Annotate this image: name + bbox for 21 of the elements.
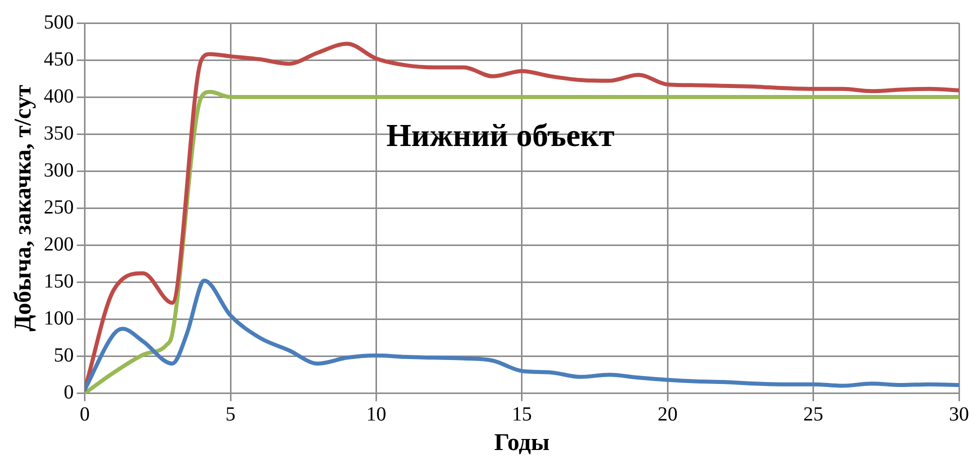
y-tick-label: 350 <box>44 122 74 144</box>
x-axis-title: Годы <box>494 430 550 456</box>
x-tick-label: 20 <box>658 403 678 426</box>
x-tick-label: 15 <box>512 403 532 426</box>
y-tick-label: 100 <box>44 307 74 330</box>
x-tick-label: 25 <box>803 403 824 426</box>
y-axis-title: Добыча, закачка, т/сут <box>10 84 37 332</box>
annotation: Нижний объект <box>386 117 615 154</box>
x-tick-label: 5 <box>226 403 236 426</box>
y-tick-label: 400 <box>44 85 74 108</box>
y-tick-label: 0 <box>64 381 74 404</box>
y-tick-label: 500 <box>44 11 74 34</box>
x-tick-label: 10 <box>366 403 386 426</box>
y-tick-label: 150 <box>44 270 74 292</box>
y-tick-label: 250 <box>44 196 74 218</box>
x-tick-label: 30 <box>949 403 969 426</box>
y-tick-label: 450 <box>44 48 74 70</box>
x-tick-label: 0 <box>80 403 90 426</box>
y-tick-label: 50 <box>54 344 74 366</box>
y-tick-label: 300 <box>44 159 74 182</box>
y-tick-label: 200 <box>44 233 74 256</box>
